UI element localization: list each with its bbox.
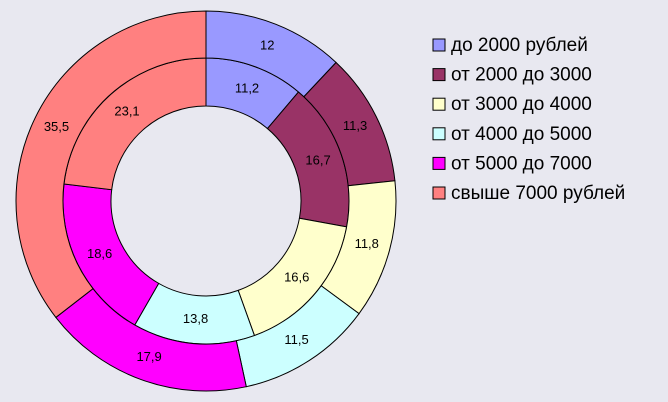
legend-swatch xyxy=(432,97,446,111)
legend-label: от 5000 до 7000 xyxy=(451,153,592,174)
legend-swatch xyxy=(432,68,446,82)
value-label: 18,6 xyxy=(87,246,112,261)
legend-swatch xyxy=(432,186,446,200)
slice xyxy=(15,10,207,319)
value-label: 11,8 xyxy=(355,236,379,251)
value-label: 12 xyxy=(260,38,274,53)
legend-swatch xyxy=(432,127,446,141)
value-label: 11,5 xyxy=(284,332,308,347)
legend-label: свыше 7000 рублей xyxy=(451,183,625,204)
value-label: 11,2 xyxy=(235,81,259,96)
legend-swatch xyxy=(432,38,446,52)
value-label: 11,3 xyxy=(343,118,367,133)
value-label: 23,1 xyxy=(114,103,139,118)
value-label: 16,6 xyxy=(284,269,309,284)
legend-label: до 2000 рублей xyxy=(451,35,588,56)
legend-label: от 2000 до 3000 xyxy=(451,65,592,86)
legend-label: от 4000 до 5000 xyxy=(451,124,592,145)
legend-swatch xyxy=(432,156,446,170)
value-label: 16,7 xyxy=(305,152,330,167)
legend-label: от 3000 до 4000 xyxy=(451,94,592,115)
value-label: 13,8 xyxy=(183,311,208,326)
value-label: 17,9 xyxy=(136,349,161,364)
value-label: 35,5 xyxy=(44,119,69,134)
